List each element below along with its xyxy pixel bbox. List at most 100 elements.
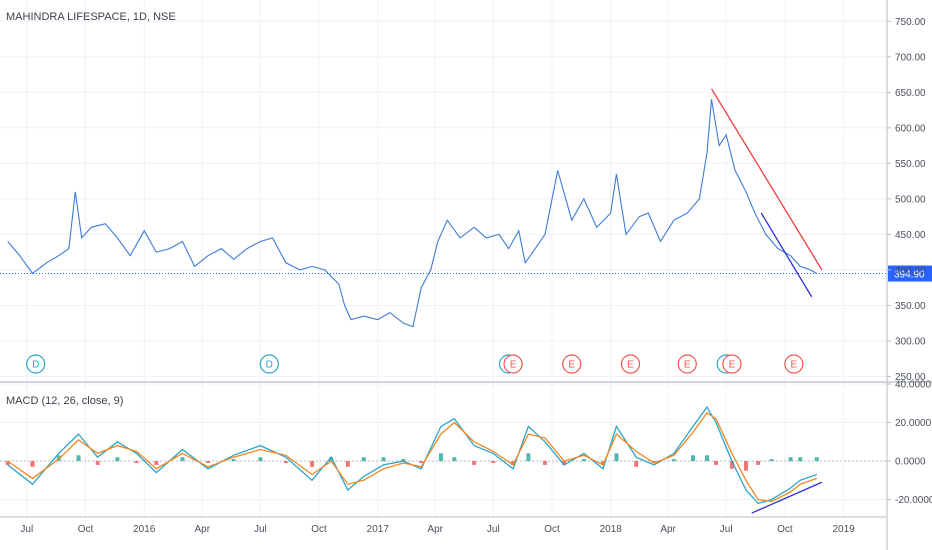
event-marker-label: D	[32, 360, 39, 371]
macd-histogram-bar	[491, 461, 496, 463]
macd-histogram-bar	[562, 461, 567, 465]
price-tick-label: 250.00	[895, 372, 926, 383]
event-marker-label: E	[790, 360, 797, 371]
macd-histogram-bar	[95, 461, 100, 465]
x-tick-label: 2018	[600, 524, 623, 535]
macd-histogram-bar	[206, 461, 211, 463]
event-marker-label: E	[627, 360, 634, 371]
event-marker-label: E	[684, 360, 691, 371]
macd-histogram-bar	[180, 457, 185, 462]
macd-histogram-bar	[30, 461, 35, 467]
event-marker-label: E	[729, 360, 736, 371]
price-line[interactable]	[7, 99, 818, 328]
event-marker-circle[interactable]	[784, 354, 804, 374]
event-marker-circle[interactable]	[722, 354, 742, 374]
macd-layer[interactable]	[0, 405, 887, 514]
earnings-marker[interactable]: E	[722, 354, 742, 374]
macd-histogram-bar	[401, 459, 406, 462]
macd-histogram-bar	[419, 461, 424, 463]
macd-tick-label: 0.0000	[895, 457, 926, 468]
x-tick-label: 2016	[133, 524, 156, 535]
macd-histogram-bar	[788, 457, 793, 462]
x-tick-label: Oct	[311, 524, 327, 535]
price-tick-label: 600.00	[895, 123, 926, 134]
earnings-marker[interactable]: E	[503, 354, 523, 374]
macd-histogram-bar	[652, 461, 657, 463]
event-marker-circle[interactable]	[562, 354, 582, 374]
macd-histogram-bar	[729, 461, 734, 469]
macd-histogram-bar	[231, 459, 236, 462]
macd-histogram-bar	[134, 461, 139, 463]
price-tick-label: 700.00	[895, 52, 926, 63]
macd-trendline[interactable]	[751, 481, 823, 514]
macd-histogram-bar	[76, 455, 81, 462]
earnings-marker[interactable]: E	[677, 354, 697, 374]
macd-histogram-bar	[283, 461, 288, 463]
event-marker-label: E	[568, 360, 575, 371]
resistance-trendline[interactable]	[710, 88, 823, 271]
price-layer[interactable]: 394.90	[0, 88, 932, 328]
event-marker-circle[interactable]	[620, 354, 641, 374]
macd-histogram-bar	[345, 461, 350, 467]
macd-histogram-bar	[438, 453, 443, 462]
event-marker-circle[interactable]	[677, 354, 697, 374]
price-tick-label: 300.00	[895, 336, 926, 347]
x-tick-label: Jul	[20, 524, 33, 535]
x-tick-label: Oct	[544, 524, 560, 535]
earnings-marker[interactable]: E	[784, 354, 804, 374]
last-price-label: 394.90	[894, 270, 925, 281]
macd-tick-label: -20.0000	[895, 495, 932, 506]
x-tick-label: Oct	[78, 524, 94, 535]
support-trendline[interactable]	[760, 212, 813, 298]
macd-histogram-bar	[743, 461, 748, 471]
x-tick-label: Jul	[254, 524, 267, 535]
event-marker-circle[interactable]	[26, 354, 46, 374]
price-tick-label: 500.00	[895, 194, 926, 205]
event-marker-circle[interactable]	[503, 354, 523, 374]
macd-histogram-bar	[526, 453, 531, 462]
price-tick-label: 650.00	[895, 88, 926, 99]
macd-line[interactable]	[7, 405, 818, 505]
macd-histogram-bar	[329, 457, 334, 462]
price-grid	[0, 0, 887, 517]
x-tick-label: 2017	[367, 524, 390, 535]
macd-histogram-bar	[705, 455, 710, 462]
macd-histogram-bar	[581, 459, 586, 462]
dividend-marker[interactable]: D	[26, 354, 46, 374]
macd-histogram-bar	[756, 461, 761, 465]
x-tick-label: Jul	[487, 524, 500, 535]
macd-histogram-bar	[381, 457, 386, 462]
macd-histogram-bar	[634, 461, 639, 467]
signal-line[interactable]	[7, 412, 818, 503]
x-tick-label: 2019	[832, 524, 855, 535]
macd-histogram-bar	[361, 457, 366, 462]
macd-title: MACD (12, 26, close, 9)	[6, 395, 123, 407]
event-marker-circle[interactable]	[259, 354, 279, 374]
x-tick-label: Oct	[777, 524, 793, 535]
macd-histogram-bar	[472, 461, 477, 465]
x-tick-label: Apr	[660, 524, 676, 535]
macd-histogram-bar	[542, 461, 547, 465]
x-tick-label: Jul	[720, 524, 733, 535]
macd-histogram-bar	[814, 457, 819, 462]
macd-histogram-bar	[769, 459, 774, 462]
macd-histogram-bar	[310, 461, 315, 467]
price-tick-label: 550.00	[895, 159, 926, 170]
chart-title: MAHINDRA LIFESPACE, 1D, NSE	[6, 11, 176, 23]
macd-grid	[0, 383, 887, 501]
last-price-badge	[888, 265, 932, 282]
macd-histogram-bar	[614, 453, 619, 462]
earnings-marker[interactable]: E	[620, 354, 641, 374]
macd-histogram-bar	[115, 457, 120, 462]
x-tick-label: Apr	[195, 524, 211, 535]
macd-tick-label: 20.0000	[895, 418, 932, 429]
x-tick-label: Apr	[427, 524, 443, 535]
dividend-marker[interactable]: D	[259, 354, 279, 374]
macd-histogram-bar	[258, 457, 263, 462]
price-tick-label: 400.00	[895, 265, 926, 276]
earnings-marker[interactable]: E	[562, 354, 582, 374]
macd-histogram-bar	[671, 459, 676, 462]
